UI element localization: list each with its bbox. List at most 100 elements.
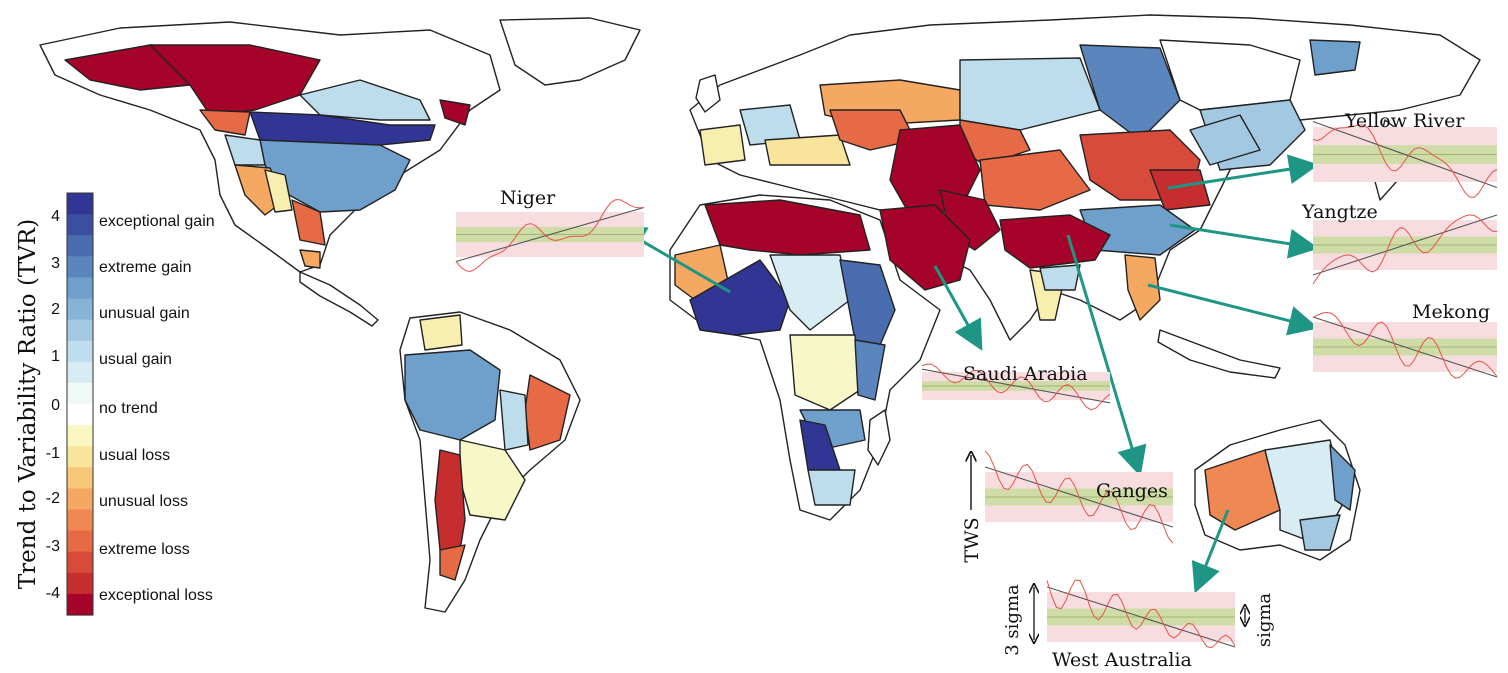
category-label: usual loss [99, 447, 170, 464]
inset-tws-series [1312, 214, 1498, 285]
basin-quebec-loss [439, 99, 471, 126]
basin-yukon-mackenzie [149, 44, 321, 116]
category-label: unusual gain [99, 305, 190, 322]
basin-andes-south [434, 449, 466, 551]
arrow-yangtze [1169, 223, 1319, 259]
basin-ganges [999, 214, 1111, 269]
basin-east-africa [854, 339, 886, 401]
category-label: extreme gain [99, 259, 192, 276]
colorbar-swatch [67, 467, 93, 489]
colorbar-swatch [67, 572, 93, 595]
sigma-label: sigma [1254, 593, 1275, 648]
colorbar-swatch [67, 319, 93, 342]
inset-tws-series [1312, 311, 1498, 379]
colorbar-swatch [67, 551, 93, 574]
inset-title-ganges: Ganges [1096, 480, 1168, 502]
basin-lake-chad [769, 254, 851, 331]
basin-congo [789, 334, 861, 411]
colorbar-frame [66, 192, 94, 616]
basin-murray [1299, 514, 1341, 551]
inset-title-west-australia: West Australia [1052, 649, 1192, 671]
inset-ganges [984, 450, 1174, 544]
inset-trend-line [455, 206, 645, 263]
inset-trend-line [1312, 120, 1498, 189]
inset-tws-series [984, 450, 1174, 544]
colorbar-swatch [67, 509, 93, 532]
coastline-madagascar [867, 409, 891, 466]
colorbar: Trend to Variability Ratio (TVR) 4 3 2 1… [15, 192, 215, 616]
inset-tws-series [1046, 579, 1236, 649]
category-label: unusual loss [99, 493, 188, 510]
colorbar-swatch [67, 256, 93, 278]
inset-tws-series [455, 199, 645, 273]
basin-orinoco [419, 314, 463, 351]
colorbar-swatch [67, 382, 93, 405]
colorbar-swatch [67, 488, 93, 511]
basin-west-coast [224, 134, 266, 166]
basin-europe-south [764, 134, 851, 166]
coastline-uk [695, 74, 721, 113]
category-label: extreme loss [99, 541, 190, 558]
arrow-saudi-arabia [933, 265, 983, 351]
basin-europe-west [699, 124, 746, 166]
tick-label: -3 [46, 538, 60, 555]
colorbar-swatch [67, 425, 93, 447]
arrow-ganges [1066, 234, 1147, 477]
inset-title-niger: Niger [500, 187, 556, 209]
inset-title-mekong: Mekong [1412, 301, 1490, 323]
colorbar-swatch [67, 277, 93, 300]
colorbar-swatch [67, 404, 93, 426]
tick-label: 0 [51, 397, 60, 414]
tick-label: -4 [46, 585, 60, 602]
tick-label: 4 [51, 208, 60, 225]
arrow-mekong [1147, 283, 1319, 336]
tick-label: -2 [46, 490, 60, 507]
arrow-west-australia [1191, 509, 1230, 594]
inset-saudi-arabia [921, 363, 1111, 411]
inset-trend-line [921, 368, 1111, 404]
tick-label: -1 [46, 445, 60, 462]
inset-west-australia [1046, 579, 1236, 649]
basin-west-australia [1204, 449, 1281, 531]
basin-kolyma [1309, 39, 1361, 76]
category-label: exceptional loss [99, 587, 213, 604]
colorbar-swatch [67, 446, 93, 468]
basin-orange [807, 469, 856, 506]
inset-mekong [1312, 311, 1498, 379]
basin-saudi-arabia [879, 204, 971, 291]
inset-title-saudi-arabia: Saudi Arabia [963, 363, 1088, 385]
category-label: exceptional gain [99, 213, 215, 230]
colorbar-swatch [67, 235, 93, 257]
tick-label: 1 [51, 348, 60, 365]
inset-trend-line [1046, 586, 1236, 648]
inset-title-yellow-river: Yellow River [1344, 110, 1465, 132]
three-sigma-label: 3 sigma [1002, 584, 1023, 656]
colorbar-swatch [67, 593, 93, 616]
inset-tws-series [921, 363, 1111, 411]
basin-niger [689, 259, 791, 336]
coastline-central-america [299, 271, 379, 327]
inset-panels [455, 120, 1498, 649]
tick-label: 3 [51, 255, 60, 272]
basin-patagonia [439, 544, 466, 581]
colorbar-title: Trend to Variability Ratio (TVR) [15, 219, 41, 589]
basin-bc-loss [199, 109, 251, 136]
basin-india-east-gain [1039, 264, 1081, 291]
category-label: usual gain [99, 351, 172, 368]
arrow-yellow-river [1167, 154, 1319, 190]
colorbar-swatch [67, 298, 93, 321]
coastline-greenland [499, 17, 641, 86]
colorbar-swatch [67, 530, 93, 553]
basin-mexico [299, 249, 321, 269]
inset-trend-line [1312, 214, 1498, 276]
basin-yenisei [1079, 44, 1181, 141]
coastline-indonesia [1157, 329, 1281, 379]
tws-label: TWS [961, 517, 983, 562]
map-layer [39, 14, 1481, 613]
basin-rio-grande [291, 199, 326, 246]
basin-mekong [1124, 254, 1161, 321]
colorbar-swatch [67, 193, 93, 215]
colorbar-swatches [67, 193, 93, 616]
basin-china-ne-gain [1189, 114, 1261, 166]
